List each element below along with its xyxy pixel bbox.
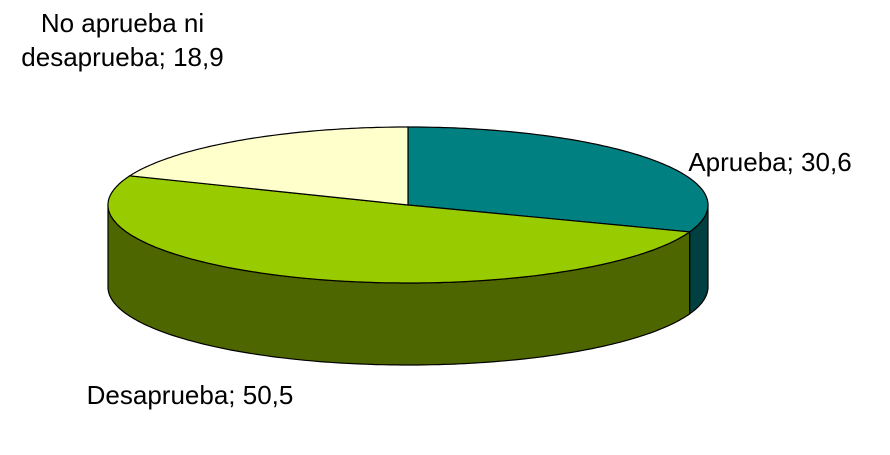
slice [107, 175, 692, 284]
slice [128, 126, 409, 206]
data-label: No aprueba ni desaprueba; 18,9 [21, 8, 224, 72]
slice [407, 126, 709, 233]
data-label: Desaprueba; 50,5 [86, 380, 294, 410]
data-label: Aprueba; 30,6 [688, 147, 852, 177]
